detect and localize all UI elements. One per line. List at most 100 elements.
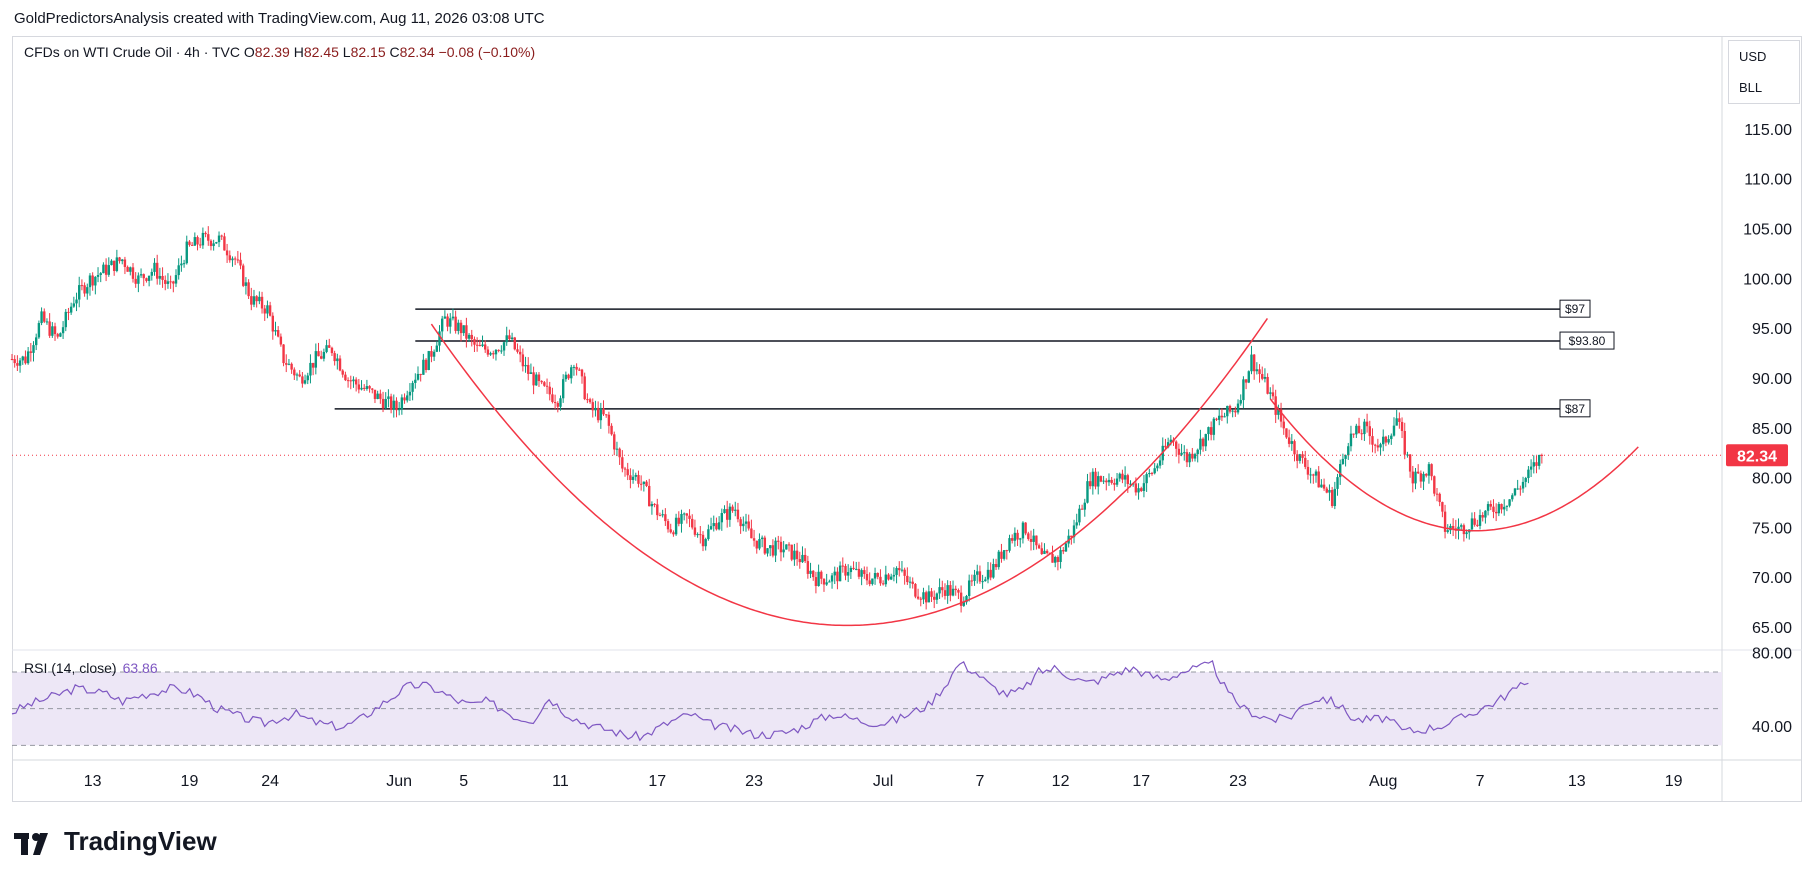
candle-body	[45, 321, 49, 323]
candle-body	[752, 538, 756, 541]
candle-body	[1113, 482, 1116, 485]
candle-body	[365, 386, 369, 389]
candle-body	[1400, 421, 1404, 431]
candle-body	[91, 275, 94, 286]
candle-body	[352, 379, 355, 382]
candle-body	[1398, 418, 1401, 422]
chart-attribution: GoldPredictorsAnalysis created with Trad…	[14, 10, 545, 27]
candle-body	[24, 356, 27, 364]
candle-body	[376, 393, 379, 399]
candle-body	[1425, 473, 1428, 476]
candle-body	[1427, 464, 1431, 476]
candle-body	[1330, 489, 1334, 507]
candle-body	[454, 316, 457, 331]
candle-body	[349, 380, 352, 382]
candle-body	[825, 582, 828, 585]
candle-body	[1384, 436, 1388, 443]
candle-body	[1255, 369, 1259, 372]
candle-body	[744, 521, 748, 524]
candle-body	[330, 347, 334, 354]
candle-body	[653, 503, 656, 505]
candle-body	[607, 414, 611, 426]
rounding-arc[interactable]	[430, 317, 1269, 627]
candle-body	[631, 476, 635, 480]
candle-body	[115, 257, 119, 271]
candle-body	[1392, 425, 1396, 436]
measure-unit[interactable]: BLL	[1739, 80, 1763, 95]
candle-body	[1019, 538, 1022, 540]
brand: TradingView	[14, 826, 217, 857]
candle-body	[419, 373, 422, 375]
candle-body	[658, 515, 662, 517]
candle-body	[1285, 428, 1288, 438]
candle-body	[994, 564, 998, 568]
candle-body	[1290, 441, 1294, 444]
candle-body	[231, 258, 234, 261]
candle-body	[126, 266, 129, 272]
candle-body	[489, 353, 492, 355]
candle-body	[1242, 379, 1245, 401]
candle-body	[873, 573, 877, 579]
candle-body	[1088, 481, 1092, 487]
candle-body	[295, 374, 299, 376]
units-panel[interactable]: USD BLL	[1728, 40, 1800, 104]
candle-body	[83, 285, 86, 294]
candle-body	[572, 366, 576, 368]
candle-body	[680, 513, 683, 524]
time-tick-label: 23	[745, 773, 763, 790]
candle-body	[863, 570, 866, 575]
candle-body	[1524, 478, 1527, 482]
candle-body	[889, 576, 893, 580]
candle-body	[1212, 418, 1216, 435]
candle-body	[1465, 532, 1468, 535]
candle-body	[1457, 526, 1460, 531]
rsi-legend: RSI (14, close) 63.86	[24, 660, 158, 676]
candle-body	[967, 580, 971, 596]
currency-unit[interactable]: USD	[1739, 49, 1767, 64]
candle-body	[505, 335, 508, 343]
candle-body	[193, 237, 197, 246]
candle-body	[639, 483, 643, 485]
candle-body	[1129, 483, 1132, 485]
candle-body	[500, 350, 503, 352]
candle-body	[1252, 354, 1256, 372]
time-tick-label: 19	[181, 773, 199, 790]
candle-body	[1451, 525, 1455, 529]
candle-body	[1320, 484, 1323, 488]
candle-body	[1008, 538, 1011, 551]
candle-body	[849, 567, 853, 573]
time-tick-label: 7	[975, 773, 984, 790]
candle-body	[155, 262, 159, 279]
candle-body	[188, 241, 191, 245]
candle-body	[685, 513, 689, 516]
candle-body	[414, 379, 417, 383]
candle-body	[96, 274, 100, 277]
candle-body	[336, 358, 339, 362]
candle-body	[973, 574, 976, 581]
candle-body	[1010, 538, 1014, 541]
candle-body	[618, 448, 621, 458]
candle-body	[1282, 421, 1285, 429]
candle-body	[88, 275, 92, 288]
candle-body	[521, 354, 525, 367]
candle-body	[1040, 548, 1043, 555]
candle-body	[1287, 437, 1291, 444]
open-label: O	[243, 44, 255, 60]
candle-body	[1298, 454, 1302, 461]
rounding-arc[interactable]	[1269, 398, 1639, 532]
price-tick-label: 95.00	[1752, 321, 1792, 338]
candle-body	[69, 306, 73, 313]
candle-body	[1234, 410, 1237, 413]
candle-body	[1519, 488, 1522, 490]
candle-body	[1422, 473, 1425, 482]
candle-body	[583, 376, 586, 400]
candle-body	[328, 345, 331, 348]
candle-body	[1204, 434, 1207, 447]
candle-body	[1107, 479, 1111, 483]
candle-body	[871, 578, 874, 585]
candle-body	[803, 554, 807, 562]
candle-body	[914, 583, 917, 597]
candle-body	[484, 344, 487, 350]
candle-body	[1097, 476, 1100, 487]
